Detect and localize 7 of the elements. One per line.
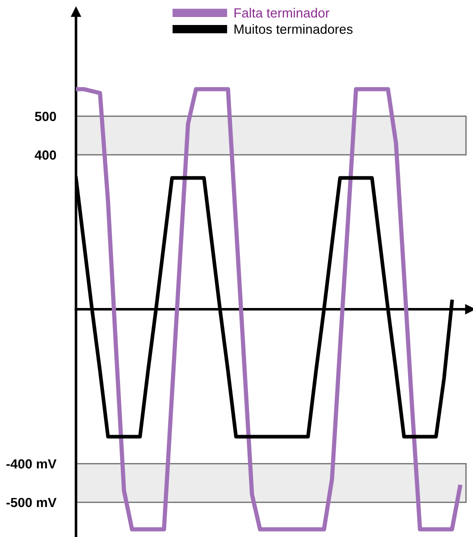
y-tick-label: 500 [34, 112, 56, 122]
line-series [76, 87, 462, 532]
y-tick-label: -500 mV [6, 498, 56, 508]
legend-label: Muitos terminadores [234, 24, 353, 34]
legend-label: Falta terminador [234, 8, 330, 18]
y-tick-label: 400 [34, 150, 56, 160]
y-tick-label: -400 mV [6, 459, 56, 469]
